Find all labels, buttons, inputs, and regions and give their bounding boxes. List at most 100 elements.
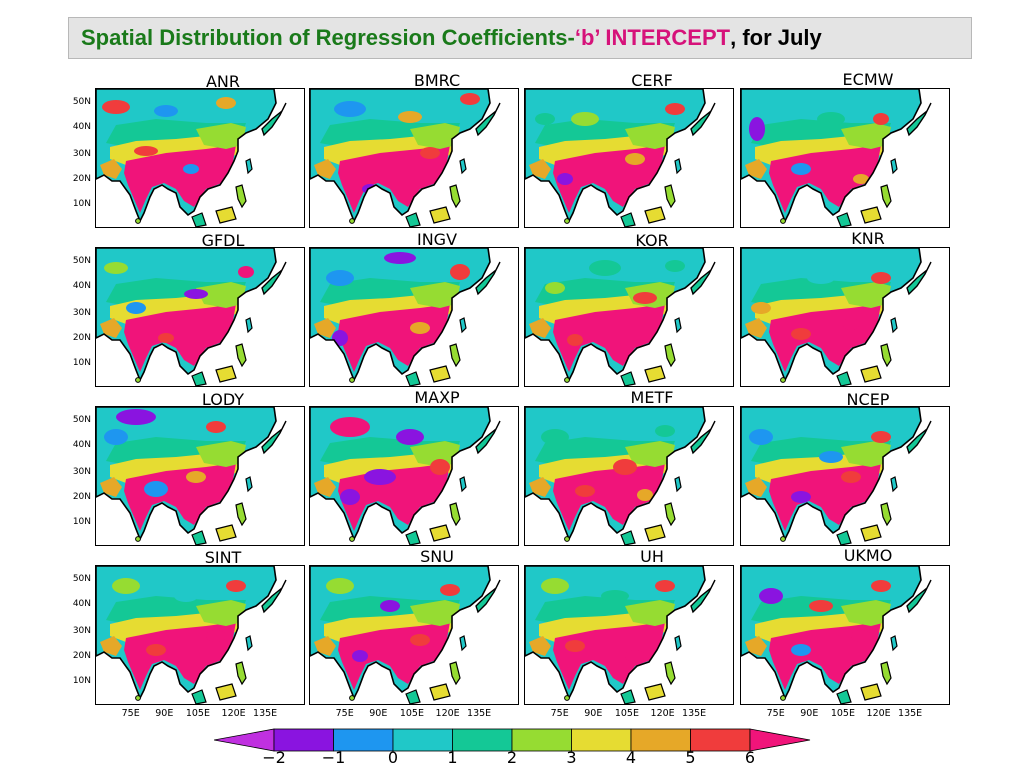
latitude-label: 40N: [72, 281, 91, 292]
latitude-label: 10N: [72, 358, 91, 369]
longitude-label: 90E: [584, 708, 603, 719]
latitude-label: 50N: [72, 415, 91, 425]
colorbar-segment: [392, 728, 453, 752]
figure-title: Spatial Distribution of Regression Coeff…: [68, 17, 972, 59]
panel-title: BMRC: [413, 71, 461, 90]
map-panel-cerf: [524, 88, 734, 228]
map-field: [96, 248, 304, 386]
map-field: [741, 407, 949, 545]
map-panel-maxp: [309, 406, 519, 546]
colorbar-tick-label: 4: [625, 748, 637, 767]
colorbar-tick-label: 0: [387, 748, 399, 767]
map-panel-metf: [524, 406, 734, 546]
map-field: [96, 566, 304, 704]
colorbar-segment: [511, 728, 572, 752]
longitude-label: 105E: [185, 708, 210, 719]
latitude-label: 40N: [72, 122, 91, 133]
panel-title: MAXP: [414, 388, 460, 407]
colorbar-tick-label: 1: [447, 748, 458, 767]
colorbar: [214, 728, 811, 752]
map-field: [310, 566, 518, 704]
map-field: [525, 566, 733, 704]
panel-title: INGV: [416, 230, 458, 249]
colorbar-segment: [452, 728, 513, 752]
map-panel-kor: [524, 247, 734, 387]
latitude-label: 50N: [72, 256, 91, 266]
panel-title: LODY: [201, 390, 245, 409]
colorbar-segment: [630, 728, 691, 752]
latitude-label: 40N: [72, 599, 91, 610]
map-field: [525, 248, 733, 386]
latitude-label: 30N: [72, 466, 91, 477]
map-field: [96, 407, 304, 545]
longitude-label: 135E: [682, 708, 707, 719]
panel-title: ANR: [205, 72, 241, 91]
map-panel-gfdl: [95, 247, 305, 387]
latitude-label: 50N: [72, 574, 91, 584]
colorbar-tick-label: 6: [744, 748, 756, 767]
colorbar-segment: [690, 728, 751, 752]
longitude-label: 135E: [467, 708, 492, 719]
map-field: [741, 566, 949, 704]
latitude-label: 30N: [72, 148, 91, 159]
longitude-label: 75E: [121, 708, 140, 719]
latitude-label: 10N: [72, 517, 91, 528]
latitude-label: 30N: [72, 625, 91, 636]
panel-title: SNU: [420, 547, 454, 566]
map-panel-sint: [95, 565, 305, 705]
map-panel-knr: [740, 247, 950, 387]
map-panel-ecmw: [740, 88, 950, 228]
latitude-label: 40N: [72, 440, 91, 451]
longitude-label: 75E: [550, 708, 569, 719]
map-field: [310, 248, 518, 386]
title-highlight: ‘b’ INTERCEPT: [574, 25, 731, 50]
map-panel-ncep: [740, 406, 950, 546]
longitude-label: 75E: [766, 708, 785, 719]
panel-title: UKMO: [843, 546, 893, 565]
map-panel-anr: [95, 88, 305, 228]
map-field: [525, 407, 733, 545]
panel-title: METF: [630, 388, 674, 407]
latitude-label: 50N: [72, 97, 91, 107]
title-main: Spatial Distribution of Regression Coeff…: [81, 25, 575, 50]
colorbar-tick-label: −2: [262, 748, 286, 767]
map-field: [741, 89, 949, 227]
map-panel-uh: [524, 565, 734, 705]
panel-title: NCEP: [846, 390, 890, 409]
panel-title: KOR: [635, 231, 669, 250]
map-panel-ukmo: [740, 565, 950, 705]
longitude-label: 75E: [335, 708, 354, 719]
colorbar-segment: [571, 728, 632, 752]
map-panel-ingv: [309, 247, 519, 387]
colorbar-tick-label: 2: [506, 748, 518, 767]
colorbar-tick-label: 3: [566, 748, 577, 767]
map-field: [310, 407, 518, 545]
panel-title: UH: [640, 547, 664, 566]
latitude-label: 10N: [72, 199, 91, 210]
latitude-label: 30N: [72, 307, 91, 318]
longitude-label: 120E: [221, 708, 246, 719]
longitude-label: 90E: [800, 708, 819, 719]
longitude-label: 135E: [253, 708, 278, 719]
longitude-label: 90E: [369, 708, 388, 719]
map-panel-lody: [95, 406, 305, 546]
map-field: [741, 248, 949, 386]
longitude-label: 105E: [614, 708, 639, 719]
longitude-label: 135E: [898, 708, 923, 719]
colorbar-max-extension: [749, 728, 811, 752]
panel-title: CERF: [631, 71, 673, 90]
latitude-label: 10N: [72, 676, 91, 687]
map-panel-snu: [309, 565, 519, 705]
panel-title: ECMW: [842, 70, 894, 89]
colorbar-tick-label: −1: [321, 748, 346, 767]
latitude-label: 20N: [72, 651, 91, 661]
longitude-label: 120E: [866, 708, 891, 719]
map-field: [525, 89, 733, 227]
longitude-label: 120E: [650, 708, 675, 719]
panel-title: SINT: [204, 548, 242, 567]
map-field: [310, 89, 518, 227]
map-field: [96, 89, 304, 227]
longitude-label: 105E: [399, 708, 424, 719]
latitude-label: 20N: [72, 492, 91, 502]
latitude-label: 20N: [72, 174, 91, 184]
